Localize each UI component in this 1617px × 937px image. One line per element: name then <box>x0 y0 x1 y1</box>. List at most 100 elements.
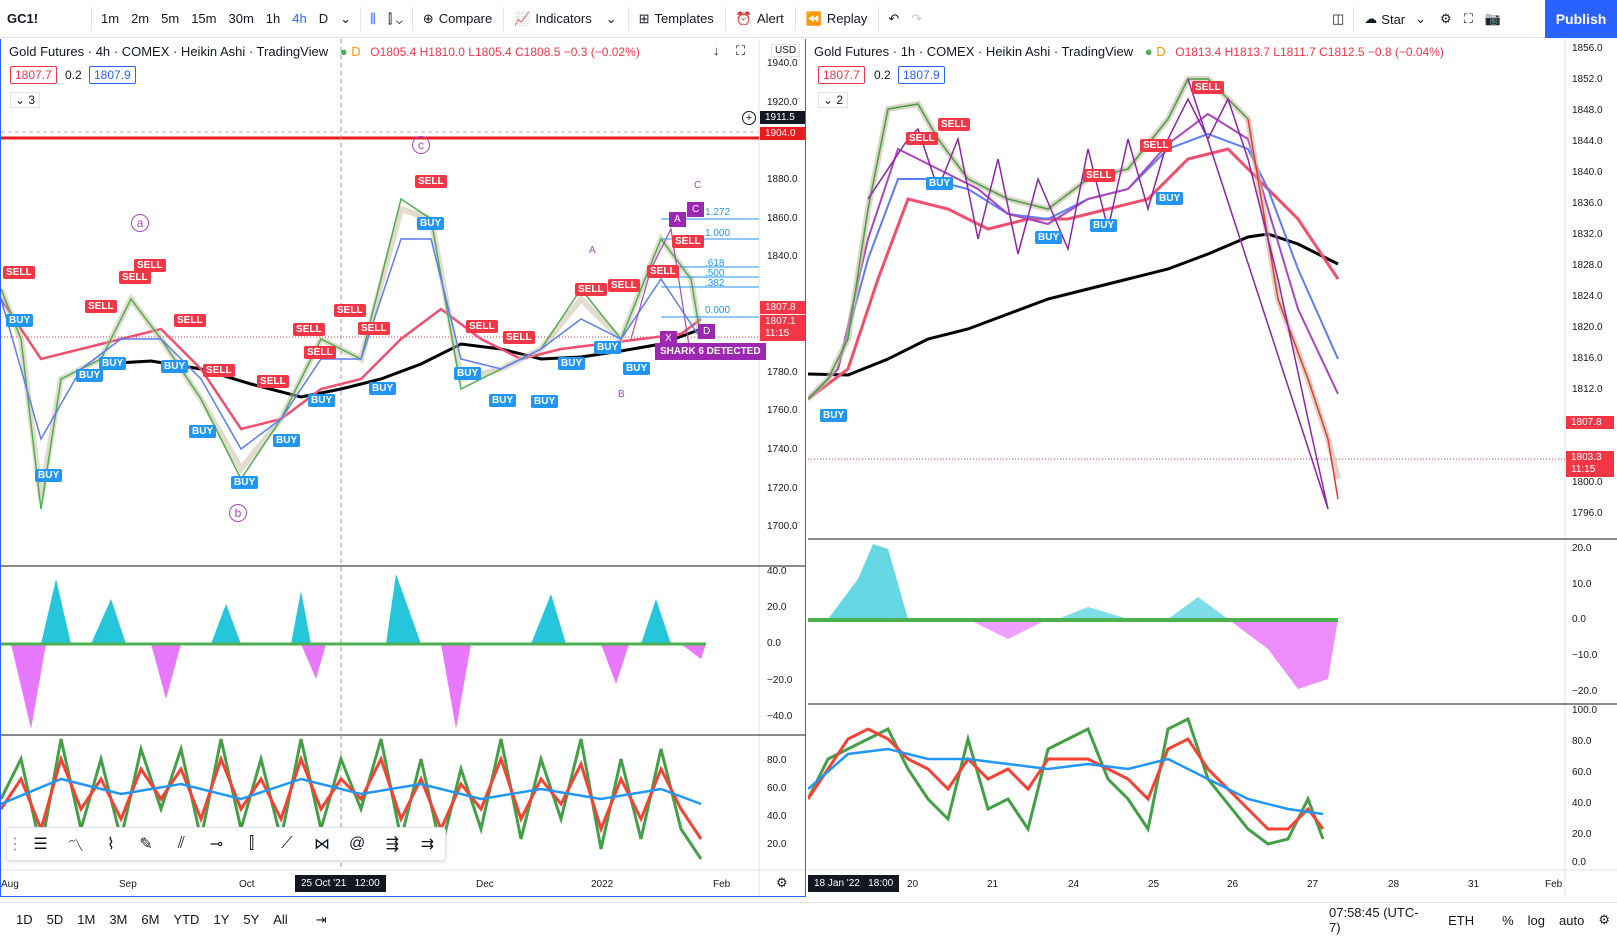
add-alert-icon[interactable]: + <box>742 111 756 125</box>
left-price-tick: 1940.0 <box>767 58 798 69</box>
right-time-tick: 26 <box>1227 879 1239 890</box>
right-collapse-indicators-button[interactable]: ⌄ 2 <box>818 92 849 108</box>
left-maximize-icon[interactable]: ⛶ <box>736 43 746 58</box>
left-spread: 0.2 <box>65 68 82 82</box>
candle-style-icon[interactable]: ⫿ ⌄ <box>388 10 403 26</box>
go-to-date-icon[interactable]: ⇥ <box>315 911 327 927</box>
left-time-tick: Dec <box>476 879 494 890</box>
compare-button[interactable]: ⊕ Compare <box>422 10 493 27</box>
symbol-search[interactable]: GC1! <box>7 11 39 26</box>
interval-4h[interactable]: 4h <box>292 11 307 26</box>
right-ohlc-values: O1813.4 H1813.7 L1811.7 C1812.5 −0.8 (−0… <box>1175 45 1444 59</box>
xabcd-pattern-tool-icon[interactable]: ⋈ <box>313 836 330 853</box>
interval-30m[interactable]: 30m <box>228 11 254 26</box>
interval-5m[interactable]: 5m <box>161 11 180 26</box>
layout-icon[interactable]: ◫ <box>1332 11 1345 26</box>
abc-pattern-tool-icon[interactable]: 〽 <box>67 838 84 855</box>
harmonic-point-c: C <box>687 202 705 217</box>
left-axis-settings-icon[interactable]: ⚙ <box>776 875 788 890</box>
auto-scale-toggle[interactable]: auto <box>1559 912 1585 928</box>
right-osc-tick: 20.0 <box>1572 543 1592 554</box>
trend-line-tool-icon[interactable]: ⟋ <box>281 835 293 852</box>
left-stoch-tick: 60.0 <box>767 783 787 794</box>
interval-dropdown-icon[interactable]: ⌄ <box>340 10 352 26</box>
settings-gear-icon[interactable]: ⚙ <box>1440 11 1452 26</box>
left-price-label-last2: 1807.1 11:15 <box>760 315 805 341</box>
log-scale-toggle[interactable]: log <box>1527 912 1546 928</box>
right-stoch-tick: 60.0 <box>1572 767 1592 778</box>
right-time-tick: 25 <box>1148 879 1160 890</box>
alert-button[interactable]: ⏰ Alert <box>735 10 784 27</box>
pitchfork-tool-icon[interactable]: ⇉ <box>420 836 435 853</box>
star-dropdown[interactable]: ☁ Star ⌄ <box>1364 11 1427 27</box>
left-osc-tick: 20.0 <box>767 602 787 613</box>
publish-button[interactable]: Publish <box>1545 0 1617 38</box>
range-1y[interactable]: 1Y <box>213 912 230 927</box>
position-tool-icon[interactable]: ⇶ <box>385 836 399 853</box>
templates-button[interactable]: ⊞ Templates <box>638 10 714 27</box>
session-toggle[interactable]: ETH <box>1448 912 1475 928</box>
horizontal-ray-tool-icon[interactable]: ⊸ <box>209 836 224 853</box>
left-price-tick: 1720.0 <box>767 483 798 494</box>
undo-icon[interactable]: ↶ <box>888 10 900 26</box>
sell-signal: SELL <box>85 300 117 313</box>
fib-retracement-tool-icon[interactable]: ⫿ <box>249 835 255 852</box>
right-price-tick: 1856.0 <box>1572 43 1603 54</box>
indicators-button[interactable]: 📈 Indicators ⌄ <box>514 10 617 27</box>
range-ytd[interactable]: YTD <box>173 912 200 927</box>
elliott-wave-tool-icon[interactable]: ⌇ <box>107 836 115 853</box>
drag-handle-icon[interactable]: ⋮ <box>7 836 23 853</box>
sell-signal: SELL <box>119 271 151 284</box>
interval-15m[interactable]: 15m <box>191 11 217 26</box>
bar-style-icon[interactable]: ⫼ <box>370 10 376 26</box>
redo-icon[interactable]: ↷ <box>911 10 923 26</box>
buy-signal: BUY <box>926 177 954 190</box>
percent-scale-toggle[interactable]: % <box>1502 912 1514 928</box>
left-time-tick: Oct <box>239 879 255 890</box>
replay-button[interactable]: ⏪ Replay <box>805 10 868 27</box>
buy-signal: BUY <box>189 425 217 438</box>
right-ask-box[interactable]: 1807.9 <box>898 66 945 84</box>
left-chart-pane[interactable]: Gold Futures · 4h · COMEX · Heikin Ashi … <box>0 39 806 897</box>
interval-1m[interactable]: 1m <box>101 11 120 26</box>
clock-timezone[interactable]: 07:58:45 (UTC-7) <box>1329 905 1419 935</box>
right-time-tick: Feb <box>1545 879 1563 890</box>
right-bid-box[interactable]: 1807.7 <box>818 66 865 84</box>
range-5y[interactable]: 5Y <box>243 912 260 927</box>
bottom-right-controls: 07:58:45 (UTC-7) ETH % log auto ⚙ <box>1322 903 1617 937</box>
right-price-tick: 1820.0 <box>1572 322 1603 333</box>
brush-tool-icon[interactable]: ✎ <box>139 836 153 853</box>
left-bid-box[interactable]: 1807.7 <box>10 66 57 84</box>
range-1d[interactable]: 1D <box>16 912 33 927</box>
horizontal-lines-tool-icon[interactable]: ☰ <box>33 836 48 853</box>
fib-spiral-tool-icon[interactable]: @ <box>349 835 366 852</box>
right-stoch-tick: 0.0 <box>1572 857 1586 868</box>
left-currency-selector[interactable]: USD <box>771 44 801 57</box>
sell-signal: SELL <box>672 235 704 248</box>
buy-signal: BUY <box>623 362 651 375</box>
plus-circle-icon: ⊕ <box>422 10 434 26</box>
interval-1h[interactable]: 1h <box>265 11 281 26</box>
left-stoch-tick: 20.0 <box>767 839 787 850</box>
range-6m[interactable]: 6M <box>141 912 160 927</box>
left-scroll-down-icon[interactable]: ↓ <box>713 43 720 58</box>
range-5d[interactable]: 5D <box>46 912 64 927</box>
fullscreen-icon[interactable]: ⛶ <box>1463 11 1473 26</box>
interval-d[interactable]: D <box>318 11 329 26</box>
right-chart-pane[interactable]: Gold Futures · 1h · COMEX · Heikin Ashi … <box>808 39 1617 897</box>
right-time-tick: 24 <box>1068 879 1080 890</box>
right-price-tick: 1816.0 <box>1572 353 1603 364</box>
left-collapse-indicators-button[interactable]: ⌄ 3 <box>10 92 41 108</box>
right-price-tick: 1824.0 <box>1572 291 1603 302</box>
range-all[interactable]: All <box>273 912 288 927</box>
channel-tool-icon[interactable]: ⫽ <box>177 835 185 852</box>
chart-settings-gear-icon[interactable]: ⚙ <box>1598 912 1610 927</box>
range-1m[interactable]: 1M <box>77 912 96 927</box>
right-stoch-tick: 100.0 <box>1572 705 1598 716</box>
divider <box>878 6 880 31</box>
buy-signal: BUY <box>1035 231 1063 244</box>
left-ask-box[interactable]: 1807.9 <box>89 66 136 84</box>
range-3m[interactable]: 3M <box>109 912 128 927</box>
interval-2m[interactable]: 2m <box>131 11 150 26</box>
camera-icon[interactable]: 📷 <box>1484 11 1501 26</box>
